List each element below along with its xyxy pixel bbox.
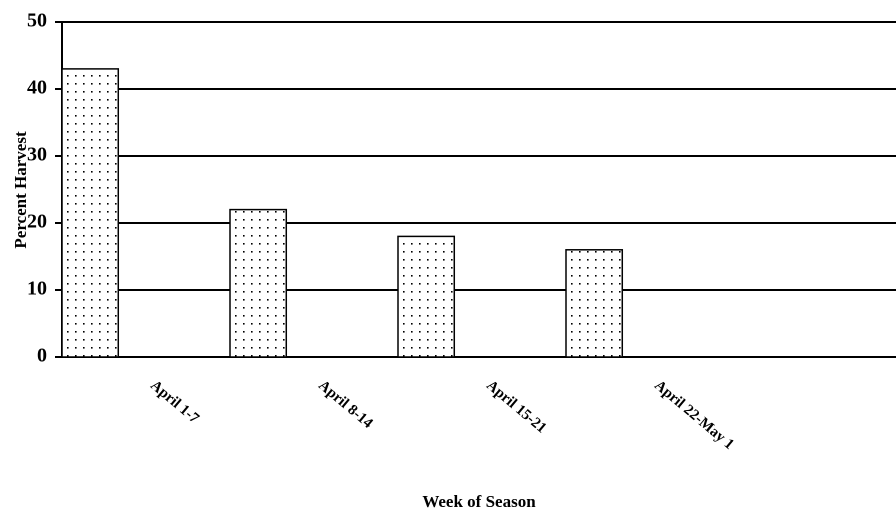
bar: [229, 208, 288, 358]
bar: [565, 249, 624, 358]
bar: [397, 235, 456, 358]
x-tick-label: April 1-7: [147, 377, 202, 427]
x-tick-label: April 22-May 1: [651, 377, 737, 452]
y-tick-label: 30: [27, 144, 47, 166]
y-tick-label: 10: [27, 278, 47, 300]
y-tick-label: 20: [27, 211, 47, 233]
y-tick-label: 50: [27, 10, 47, 32]
y-tick-label: 40: [27, 77, 47, 99]
x-tick-label: April 15-21: [483, 377, 549, 436]
y-tick-label: 0: [37, 345, 47, 367]
x-axis-title: Week of Season: [422, 492, 536, 511]
x-tick-label: April 8-14: [315, 377, 376, 432]
bar: [61, 68, 120, 358]
y-axis-title: Percent Harvest: [11, 131, 30, 249]
